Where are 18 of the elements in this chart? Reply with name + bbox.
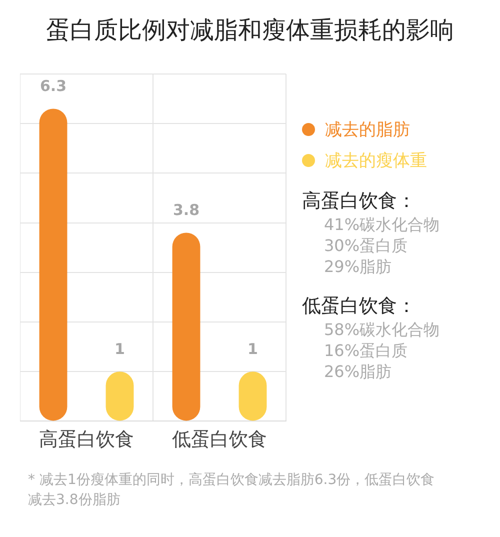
text: 16%蛋白质 <box>324 340 409 361</box>
text: * 减去1份瘦体重的同时，高蛋白饮食减去脂肪6.3份，低蛋白饮食减去3.8份脂肪 <box>28 471 436 510</box>
text: 58%碳水化合物 <box>324 319 441 340</box>
text: 29%脂肪 <box>324 256 393 277</box>
x-tick-label: 高蛋白饮食 <box>39 428 134 451</box>
text: 高蛋白饮食： <box>302 189 417 214</box>
data-label: 3.8 <box>172 201 200 220</box>
data-label: 6.3 <box>40 77 67 96</box>
data-label: 1 <box>248 340 258 358</box>
text: 低蛋白饮食： <box>302 294 417 319</box>
chart-title: 蛋白质比例对减脂和瘦体重损耗的影响 <box>45 15 455 46</box>
text: 30%蛋白质 <box>324 235 409 256</box>
legend-label: 减去的脂肪 <box>325 119 410 141</box>
text: 26%脂肪 <box>324 361 393 382</box>
data-label: 1 <box>114 340 125 358</box>
legend-label: 减去的瘦体重 <box>325 150 427 172</box>
text: 41%碳水化合物 <box>324 214 441 235</box>
x-tick-label: 低蛋白饮食 <box>172 428 267 451</box>
